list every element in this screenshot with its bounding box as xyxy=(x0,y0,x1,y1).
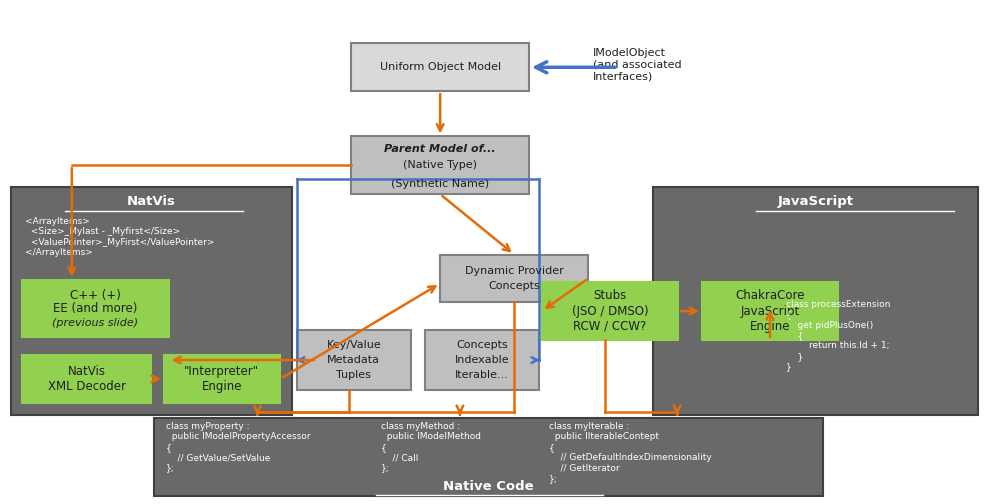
Bar xyxy=(351,137,529,194)
Text: JavaScript: JavaScript xyxy=(777,195,854,208)
Bar xyxy=(653,186,978,415)
Bar xyxy=(163,355,280,403)
Text: Key/Value: Key/Value xyxy=(326,340,381,350)
Bar xyxy=(351,43,529,91)
Bar xyxy=(23,355,150,403)
Text: Stubs: Stubs xyxy=(593,289,627,302)
Text: ChakraCore: ChakraCore xyxy=(735,289,805,302)
Text: JavaScript: JavaScript xyxy=(741,304,800,318)
Text: Engine: Engine xyxy=(750,320,790,333)
Text: Native Code: Native Code xyxy=(443,480,534,493)
Text: Engine: Engine xyxy=(202,380,242,393)
Bar xyxy=(440,255,588,302)
Text: class myIterable :
  public IIterableContept
{
    // GetDefaultIndexDimensional: class myIterable : public IIterableConte… xyxy=(549,422,711,483)
Bar xyxy=(153,418,824,496)
Text: Uniform Object Model: Uniform Object Model xyxy=(380,62,500,72)
Text: Indexable: Indexable xyxy=(455,355,509,365)
Text: Concepts: Concepts xyxy=(456,340,508,350)
Text: Tuples: Tuples xyxy=(336,370,371,380)
Text: (previous slide): (previous slide) xyxy=(52,318,138,328)
Text: (JSO / DMSO): (JSO / DMSO) xyxy=(572,304,649,318)
Text: class myProperty :
  public IModelPropertyAccessor
{
    // GetValue/SetValue
};: class myProperty : public IModelProperty… xyxy=(165,422,311,472)
Text: C++ (+): C++ (+) xyxy=(70,289,121,302)
Text: class myMethod :
  public IModelMethod
{
    // Call
};: class myMethod : public IModelMethod { /… xyxy=(381,422,481,472)
Bar xyxy=(297,330,410,390)
Text: (Synthetic Name): (Synthetic Name) xyxy=(391,179,490,189)
Text: RCW / CCW?: RCW / CCW? xyxy=(574,320,647,333)
Text: Concepts: Concepts xyxy=(489,281,540,291)
Text: Metadata: Metadata xyxy=(327,355,380,365)
Text: IModelObject
(and associated
Interfaces): IModelObject (and associated Interfaces) xyxy=(593,48,681,81)
Text: Dynamic Provider: Dynamic Provider xyxy=(465,266,564,276)
Text: NatVis: NatVis xyxy=(127,195,176,208)
Bar xyxy=(702,282,839,340)
Text: Parent Model of...: Parent Model of... xyxy=(385,144,496,154)
Text: class processExtension
{
    get pidPlusOne()
    {
        return this.Id + 1;
: class processExtension { get pidPlusOne(… xyxy=(786,300,890,371)
Bar xyxy=(425,330,539,390)
Text: (Native Type): (Native Type) xyxy=(404,160,477,170)
Bar xyxy=(542,282,678,340)
Text: EE (and more): EE (and more) xyxy=(53,302,137,315)
Bar xyxy=(23,280,168,338)
Bar xyxy=(11,186,292,415)
Text: Iterable...: Iterable... xyxy=(455,370,509,380)
Text: XML Decoder: XML Decoder xyxy=(47,380,126,393)
Text: <ArrayItems>
  <Size>_Mylast - _Myfirst</Size>
  <ValuePointer>_MyFirst</ValuePo: <ArrayItems> <Size>_Mylast - _Myfirst</S… xyxy=(26,217,215,257)
Text: "Interpreter": "Interpreter" xyxy=(184,365,259,378)
Text: NatVis: NatVis xyxy=(67,365,106,378)
